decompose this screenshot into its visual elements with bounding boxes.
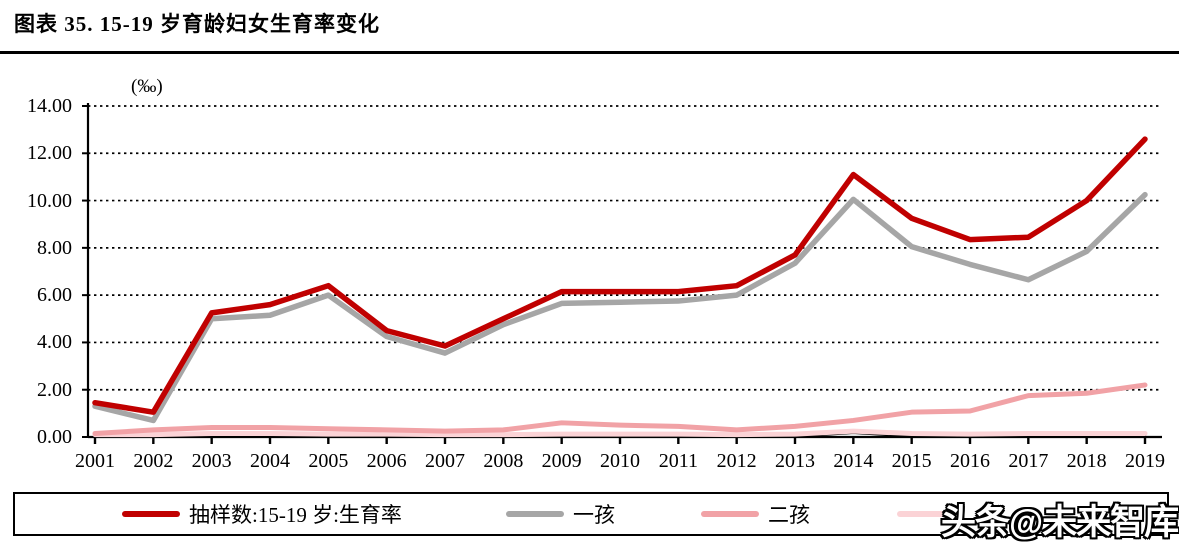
legend-swatch-1	[506, 511, 564, 517]
x-tick-label-2012: 2012	[716, 450, 757, 472]
x-tick-label-2001: 2001	[75, 450, 115, 472]
y-tick-label-12.00: 12.00	[27, 142, 72, 165]
y-tick-label-14.00: 14.00	[27, 95, 72, 117]
x-tick-label-2014: 2014	[833, 450, 874, 472]
legend-label-2: 二孩	[768, 503, 810, 527]
series-line-1	[92, 191, 1148, 424]
title-underline	[0, 51, 1179, 54]
legend-item-二孩: 二孩	[701, 494, 810, 534]
x-tick-label-2006: 2006	[366, 450, 407, 472]
legend-swatch-0	[122, 511, 180, 517]
x-tick-label-2002: 2002	[133, 450, 174, 472]
legend-box: 抽样数:15-19 岁:生育率 一孩 二孩	[13, 492, 1169, 536]
x-tick-label-2011: 2011	[658, 450, 698, 472]
x-tick-label-2016: 2016	[950, 450, 990, 472]
legend-label-0: 抽样数:15-19 岁:生育率	[189, 503, 402, 527]
legend-label-1: 一孩	[573, 503, 615, 527]
y-tick-label-4.00: 4.00	[37, 331, 72, 354]
legend-swatch-3	[897, 511, 955, 517]
legend-item-一孩: 一孩	[506, 494, 615, 534]
series-line-0	[92, 136, 1148, 415]
y-tick-label-10.00: 10.00	[27, 189, 72, 212]
x-tick-label-2004: 2004	[250, 450, 290, 472]
x-tick-label-2018: 2018	[1066, 450, 1107, 472]
x-tick-label-2017: 2017	[1008, 450, 1049, 472]
x-tick-label-2007: 2007	[425, 450, 465, 472]
chart-title: 图表 35. 15-19 岁育龄妇女生育率变化	[14, 12, 380, 36]
legend-item-obscured	[897, 494, 964, 534]
x-tick-label-2008: 2008	[483, 450, 524, 472]
legend-swatch-2	[701, 511, 759, 517]
x-tick-label-2015: 2015	[891, 450, 932, 472]
x-tick-label-2019: 2019	[1125, 450, 1165, 472]
legend-item-抽样数:15-19 岁:生育率: 抽样数:15-19 岁:生育率	[122, 494, 402, 534]
x-tick-label-2003: 2003	[191, 450, 232, 472]
y-tick-label-2.00: 2.00	[37, 378, 72, 401]
x-tick-label-2009: 2009	[541, 450, 582, 472]
y-tick-label-6.00: 6.00	[37, 284, 72, 307]
x-tick-label-2010: 2010	[600, 450, 640, 472]
x-tick-label-2005: 2005	[308, 450, 349, 472]
watermark-toutiao-weilaizhiku: 头条@未来智库	[941, 503, 1179, 542]
x-tick-label-2013: 2013	[775, 450, 815, 472]
y-tick-label-0.00: 0.00	[37, 426, 72, 448]
y-tick-label-8.00: 8.00	[37, 236, 72, 259]
series-line-3	[92, 428, 1148, 438]
series-line-2	[92, 382, 1148, 436]
y-axis-unit-label: (‰)	[131, 76, 163, 97]
